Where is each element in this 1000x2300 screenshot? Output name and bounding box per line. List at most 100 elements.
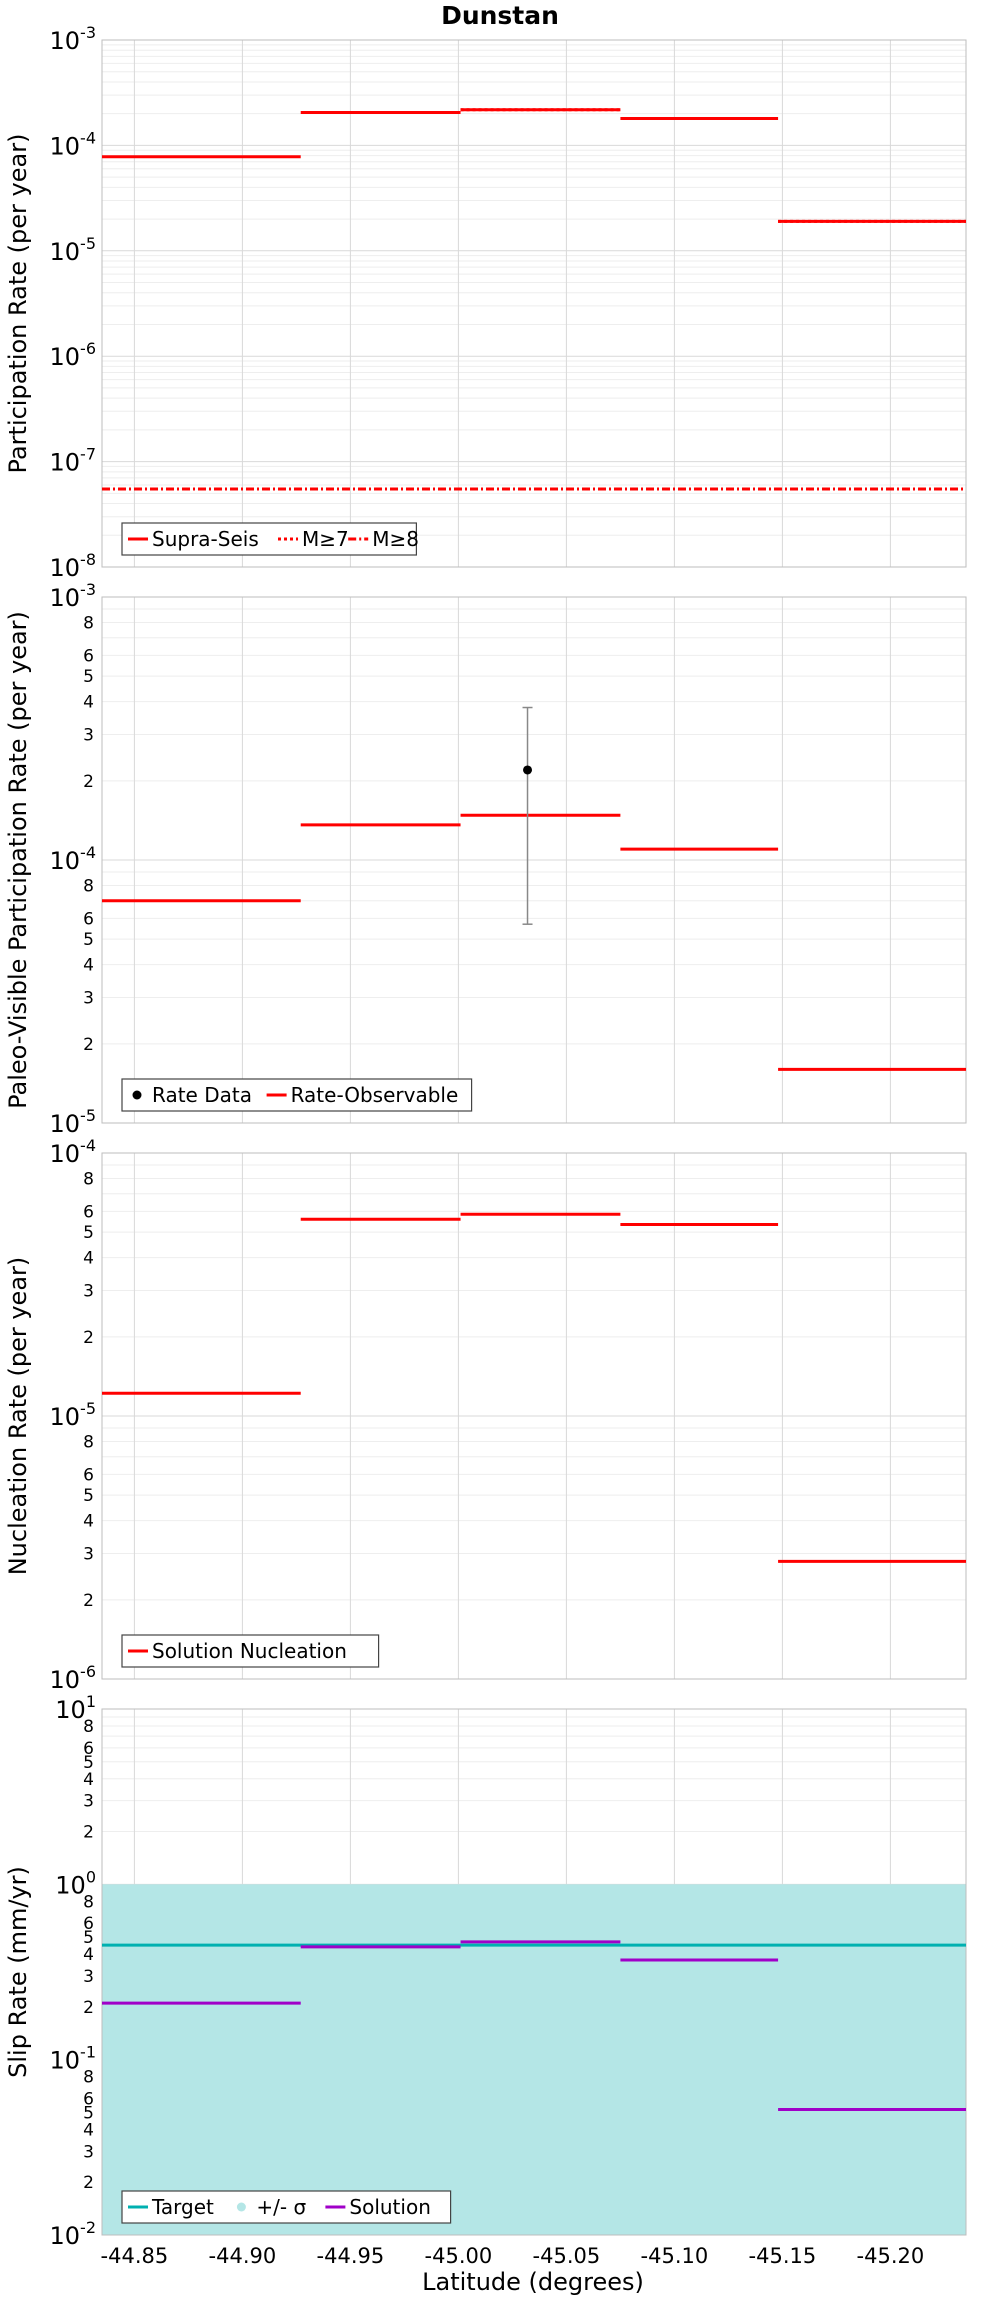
y-ticks: 10-8 10-7 10-6 10-5 10-4 10-3 [50,23,97,582]
x-axis: -44.85 -44.90 -44.95 -45.00 -45.05 -45.10 -45.… [101,2244,925,2268]
series-M≥7 [460,108,966,223]
y-minor-tick-label: 2 [83,2173,94,2193]
y-tick-exponent: -5 [80,234,96,253]
y-tick-exponent: -3 [80,23,96,42]
y-minor-tick-label: 5 [83,1753,94,1773]
y-minor-tick-label: 5 [83,930,94,950]
y-minor-tick-label: 4 [83,2120,94,2140]
y-tick-exponent: -5 [80,1106,96,1125]
y-minor-tick-label: 5 [83,1486,94,1506]
y-tick-label: 10-6 [50,339,97,371]
y-minor-tick-label: 8 [83,1892,94,1912]
series-rate-data [522,706,533,925]
legend: Supra-Seis M≥7 M≥8 [121,522,419,556]
legend: Target +/- σ Solution [121,2190,452,2224]
y-tick-label: 10-2 [50,2218,97,2250]
y-tick-label: 10-7 [50,445,97,477]
legend-label: Solution Nucleation [152,1639,347,1663]
y-minor-tick-label: 2 [83,1998,94,2018]
x-tick-label: -44.85 [101,2244,169,2268]
y-tick-exponent: -7 [80,445,96,464]
x-tick-label: -45.10 [641,2244,709,2268]
y-minor-tick-label: 6 [83,1739,94,1759]
y-minor-tick-label: 2 [83,1035,94,1055]
legend-label: M≥7 [302,527,349,551]
legend-box [121,1078,473,1112]
y-minor-tick-label: 5 [83,667,94,687]
y-minor-tick-label: 6 [83,909,94,929]
legend: Rate Data Rate-Observable [121,1078,473,1112]
y-tick-label: 10-4 [50,128,97,160]
y-axis-label: Participation Rate (per year) [4,134,32,474]
legend-box [121,1634,380,1668]
data-point [523,765,533,775]
y-minor-tick-label: 3 [83,1967,94,1987]
legend-marker [132,1090,142,1100]
y-minor-tick-label: 8 [83,1432,94,1452]
plot-area [101,596,967,1124]
y-minor-tick-label: 6 [83,1914,94,1934]
plot-area [101,1708,967,2236]
y-minor-tick-label: 3 [83,989,94,1009]
legend-label: Rate-Observable [291,1083,459,1107]
y-tick-label: 10-6 [50,1662,97,1694]
y-minor-tick-label: 5 [83,1928,94,1948]
x-axis-label: Latitude (degrees) [422,2268,644,2296]
y-minor-tick-label: 2 [83,1823,94,1843]
legend-label: Solution [349,2195,430,2219]
y-minor-tick-label: 3 [83,1282,94,1302]
y-minor-tick-label: 4 [83,693,94,713]
y-minor-tick-label: 3 [83,1792,94,1812]
y-tick-label: 101 [55,1692,96,1724]
legend: Solution Nucleation [121,1634,380,1668]
legend-label: Supra-Seis [152,527,259,551]
y-tick-label: 10-5 [50,1106,97,1138]
y-axis-label: Slip Rate (mm/yr) [4,1866,32,2078]
plot-area [101,1152,967,1680]
y-tick-label: 10-5 [50,234,97,266]
x-tick-label: -45.20 [857,2244,925,2268]
y-minor-tick-label: 4 [83,1770,94,1790]
y-tick-exponent: -2 [80,2218,96,2237]
grid [102,1152,966,1680]
y-tick-exponent: -8 [80,550,96,569]
y-tick-exponent: 0 [86,1867,96,1886]
y-minor-tick-label: 8 [83,613,94,633]
y-minor-tick-label: 3 [83,1545,94,1565]
y-minor-tick-label: 4 [83,1512,94,1532]
y-minor-tick-label: 4 [83,956,94,976]
y-minor-tick-label: 2 [83,1591,94,1611]
legend-marker [236,2202,246,2212]
grid [102,39,966,568]
series-Solution [102,1940,966,2111]
panel-1: 10-8 10-7 10-6 10-5 10-4 10-3 Participation Ra… [4,23,967,582]
y-tick-label: 10-3 [50,580,97,612]
y-axis-label: Paleo-Visible Participation Rate (per ye… [4,611,32,1109]
legend-label: Target [151,2195,214,2219]
chart-title: Dunstan [441,1,559,30]
x-tick-label: -44.95 [317,2244,385,2268]
plot-area [101,39,967,568]
y-tick-label: 10-3 [50,23,97,55]
y-tick-exponent: -4 [80,128,96,147]
sigma-band [102,1884,966,2235]
y-minor-tick-label: 8 [83,876,94,896]
y-tick-label: 10-5 [50,1399,97,1431]
y-minor-tick-label: 3 [83,726,94,746]
y-tick-exponent: -4 [80,1136,96,1155]
series-Supra-Seis [102,108,966,223]
y-tick-exponent: -6 [80,339,96,358]
y-minor-tick-label: 2 [83,772,94,792]
y-minor-tick-label: 6 [83,1465,94,1485]
legend-label: M≥8 [372,527,419,551]
y-tick-label: 10-8 [50,550,97,582]
grid [102,596,966,1124]
y-minor-tick-label: 2 [83,1328,94,1348]
y-minor-tick-label: 3 [83,2142,94,2162]
